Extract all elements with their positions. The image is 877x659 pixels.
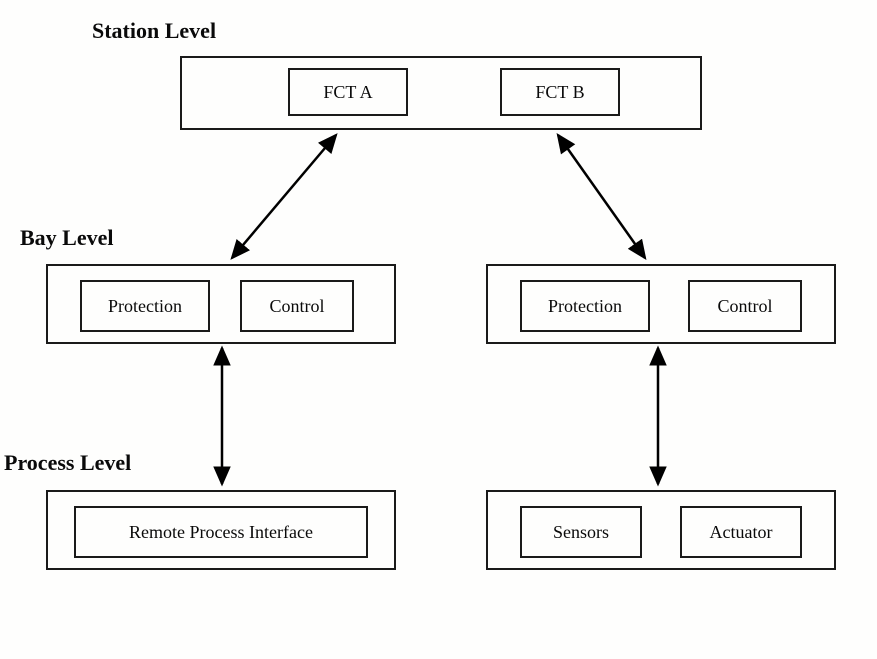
protection-left-box: Protection — [80, 280, 210, 332]
bay-level-label: Bay Level — [20, 225, 114, 251]
actuator-box: Actuator — [680, 506, 802, 558]
fct-b-text: FCT B — [535, 82, 584, 103]
protection-left-text: Protection — [108, 296, 182, 317]
protection-right-text: Protection — [548, 296, 622, 317]
process-level-label: Process Level — [4, 450, 131, 476]
sensors-text: Sensors — [553, 522, 609, 543]
sensors-box: Sensors — [520, 506, 642, 558]
control-left-box: Control — [240, 280, 354, 332]
control-right-box: Control — [688, 280, 802, 332]
control-right-text: Control — [717, 296, 772, 317]
station-level-label: Station Level — [92, 18, 216, 44]
fct-b-box: FCT B — [500, 68, 620, 116]
rpi-box: Remote Process Interface — [74, 506, 368, 558]
fct-a-text: FCT A — [323, 82, 372, 103]
rpi-text: Remote Process Interface — [129, 522, 313, 543]
control-left-text: Control — [269, 296, 324, 317]
station-container — [180, 56, 702, 130]
actuator-text: Actuator — [710, 522, 773, 543]
fct-a-box: FCT A — [288, 68, 408, 116]
protection-right-box: Protection — [520, 280, 650, 332]
